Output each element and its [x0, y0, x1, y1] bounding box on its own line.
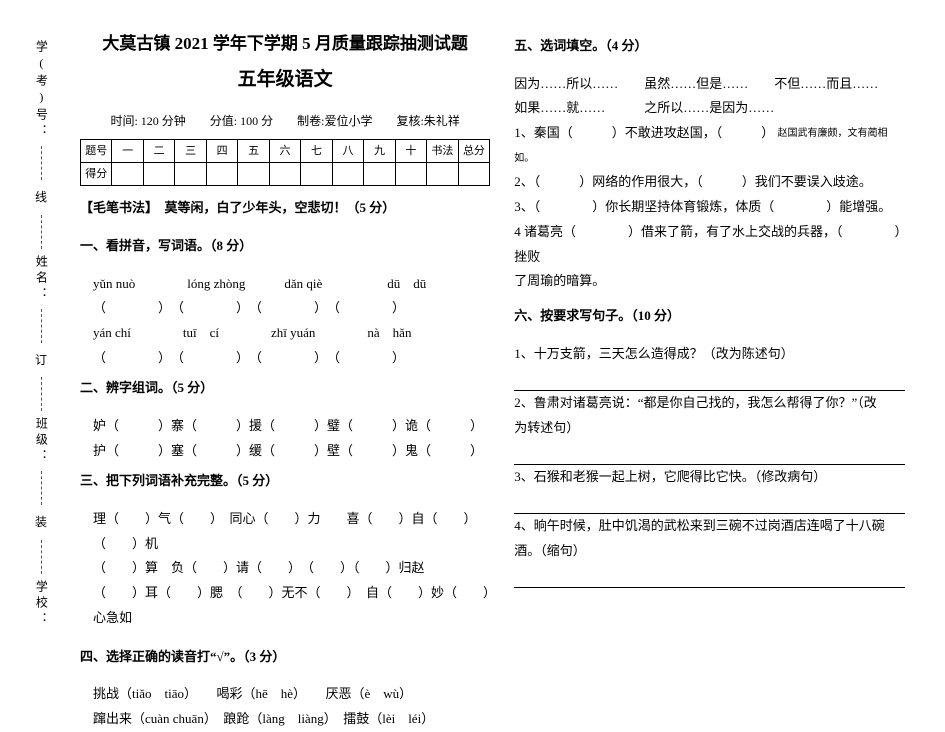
right-column: 五、选词填空。（4 分） 因为……所以…… 虽然……但是…… 不但……而且…… …	[514, 28, 905, 648]
section-2-title: 二、辨字组词。（5 分）	[80, 376, 490, 401]
pinyin-row: yǔn nuò lóng zhòng dǎn qiè dū dū	[80, 272, 490, 297]
binding-mark-line: 线	[35, 186, 47, 209]
score-cell	[458, 163, 490, 186]
score-value-row: 得分	[81, 163, 490, 186]
score-cell	[206, 163, 237, 186]
score-cell: 总分	[458, 140, 490, 163]
exam-sheet: 学(考)号： 线 姓名： 订 班级： 装 学校： 大莫古镇 2021 学年下学期…	[0, 0, 945, 668]
answer-line	[514, 440, 905, 465]
score-cell: 得分	[81, 163, 112, 186]
title-line-2: 五年级语文	[80, 62, 490, 98]
sentence-q2-cont: 为转述句）	[514, 416, 905, 441]
sentence-q1: 1、十万支箭，三天怎么造得成？（改为陈述句）	[514, 342, 905, 367]
score-cell: 题号	[81, 140, 112, 163]
score-cell: 六	[269, 140, 300, 163]
fill-item: 2、（ ）网络的作用很大，（ ）我们不要误入歧途。	[514, 170, 905, 195]
binding-rail	[41, 377, 42, 411]
fill-item-cont: 了周瑜的暗算。	[514, 269, 905, 294]
pinyin-blank-row: （ ） （ ） （ ） （ ）	[80, 346, 490, 371]
binding-rail	[41, 309, 42, 343]
fill-item: 3、（ ）你长期坚持体育锻炼，体质（ ）能增强。	[514, 195, 905, 220]
score-cell	[301, 163, 332, 186]
pronunciation-row: 蹿出来（cuàn chuān） 踉跄（làng liàng） 擂鼓（lèi lé…	[80, 707, 490, 732]
option-row: 因为……所以…… 虽然……但是…… 不但……而且……	[514, 72, 905, 97]
answer-line	[514, 366, 905, 391]
idiom-row: 理（ ）气（ ） 同心（ ）力 喜（ ）自（ ）（ ）机	[80, 507, 490, 556]
score-header-row: 题号 一 二 三 四 五 六 七 八 九 十 书法 总分	[81, 140, 490, 163]
score-cell	[332, 163, 363, 186]
section-4-title: 四、选择正确的读音打“√”。（3 分）	[80, 645, 490, 670]
sentence-q4-cont: 酒。（缩句）	[514, 539, 905, 564]
binding-mark-fold: 订	[35, 349, 47, 372]
pinyin-blank-row: （ ） （ ） （ ） （ ）	[80, 296, 490, 321]
fill-item: 4 诸葛亮（ ）借来了箭，有了水上交战的兵器，（ ）挫败	[514, 220, 905, 269]
answer-line	[514, 564, 905, 589]
fill-item-text: 1、秦国（ ）不敢进攻赵国，（ ）	[514, 125, 774, 140]
score-cell	[364, 163, 395, 186]
score-cell: 一	[112, 140, 143, 163]
score-cell: 书法	[427, 140, 458, 163]
score-cell: 十	[395, 140, 426, 163]
calligraphy-line: 【毛笔书法】 莫等闲，白了少年头，空悲切！（5 分）	[80, 196, 490, 221]
score-cell	[269, 163, 300, 186]
score-cell	[238, 163, 269, 186]
title-line-1: 大莫古镇 2021 学年下学期 5 月质量跟踪抽测试题	[80, 28, 490, 60]
sentence-q2: 2、鲁肃对诸葛亮说：“都是你自己找的，我怎么帮得了你？”（改	[514, 391, 905, 416]
word-pair-row: 护（ ）塞（ ）缓（ ）壁（ ）鬼（ ）	[80, 439, 490, 464]
binding-rail	[41, 540, 42, 574]
score-table: 题号 一 二 三 四 五 六 七 八 九 十 书法 总分 得分	[80, 139, 490, 186]
binding-rail	[41, 471, 42, 505]
score-cell: 四	[206, 140, 237, 163]
score-cell	[143, 163, 174, 186]
section-1-title: 一、看拼音，写词语。（8 分）	[80, 234, 490, 259]
score-cell: 八	[332, 140, 363, 163]
answer-line	[514, 490, 905, 515]
score-cell	[175, 163, 206, 186]
binding-rail	[41, 146, 42, 180]
score-cell	[395, 163, 426, 186]
binding-label-name: 姓名：	[30, 255, 53, 303]
score-cell	[427, 163, 458, 186]
sentence-q4: 4、晌午时候，肚中饥渴的武松来到三碗不过岗酒店连喝了十八碗	[514, 514, 905, 539]
option-row: 如果……就…… 之所以……是因为……	[514, 96, 905, 121]
score-cell: 五	[238, 140, 269, 163]
binding-rail	[41, 215, 42, 249]
score-cell	[112, 163, 143, 186]
pinyin-row: yán chí tuī cí zhī yuán nà hǎn	[80, 321, 490, 346]
score-cell: 九	[364, 140, 395, 163]
fill-item: 1、秦国（ ）不敢进攻赵国，（ ） 赵国武有廉颇，文有蔺相如。	[514, 121, 905, 170]
meta-line: 时间: 120 分钟 分值: 100 分 制卷:爱位小学 复核:朱礼祥	[80, 110, 490, 133]
word-pair-row: 妒（ ）寨（ ）援（ ）璧（ ）诡（ ）	[80, 414, 490, 439]
idiom-row: （ ）耳（ ）腮 （ ）无不（ ） 自（ ）妙（ ）心急如	[80, 581, 490, 630]
score-cell: 三	[175, 140, 206, 163]
binding-label-id: 学(考)号：	[30, 40, 53, 140]
section-3-title: 三、把下列词语补充完整。（5 分）	[80, 469, 490, 494]
binding-strip: 学(考)号： 线 姓名： 订 班级： 装 学校：	[20, 40, 62, 628]
section-5-title: 五、选词填空。（4 分）	[514, 34, 905, 59]
section-6-title: 六、按要求写句子。（10 分）	[514, 304, 905, 329]
left-column: 大莫古镇 2021 学年下学期 5 月质量跟踪抽测试题 五年级语文 时间: 12…	[80, 28, 490, 648]
score-cell: 二	[143, 140, 174, 163]
binding-label-class: 班级：	[30, 417, 53, 465]
binding-mark-seal: 装	[35, 511, 47, 534]
idiom-row: （ ）算 负（ ）请（ ） （ ）（ ）归赵	[80, 556, 490, 581]
score-cell: 七	[301, 140, 332, 163]
binding-label-school: 学校：	[30, 580, 53, 628]
sentence-q3: 3、石猴和老猴一起上树，它爬得比它快。（修改病句）	[514, 465, 905, 490]
pronunciation-row: 挑战（tiǎo tiāo） 喝彩（hē hè） 厌恶（è wù）	[80, 682, 490, 707]
